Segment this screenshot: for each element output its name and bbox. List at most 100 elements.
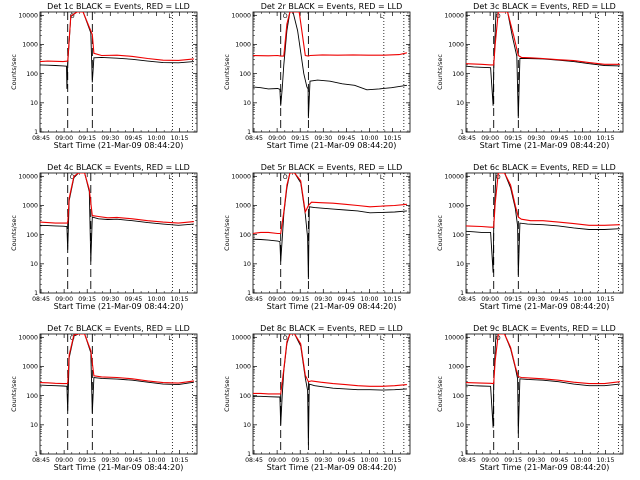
series-lld-line <box>40 173 194 224</box>
series-lld-line <box>253 334 407 395</box>
panel-det-3: Det 3c BLACK = Events, RED = LLD 1 10 100 10… <box>436 2 624 150</box>
series-lld-line <box>40 12 194 63</box>
panel-title: Det 8c BLACK = Events, RED = LLD <box>260 324 403 333</box>
marker-label-l: L <box>380 13 384 20</box>
x-tick-label: 09:45 <box>124 135 142 142</box>
y-tick-label: 1 <box>34 290 38 297</box>
x-tick-label: 09:45 <box>337 135 355 142</box>
x-tick-label: 09:30 <box>527 457 545 464</box>
plot-frame <box>39 172 198 294</box>
y-tick-label: 1000 <box>235 364 251 371</box>
x-axis-label: Start Time (21-Mar-09 08:44:20) <box>480 463 610 472</box>
x-tick-label: 09:30 <box>314 296 332 303</box>
panel-title: Det 2r BLACK = Events, RED = LLD <box>261 2 403 11</box>
y-tick-label: 10 <box>30 261 38 268</box>
y-axis-label: Counts/sec <box>223 376 231 412</box>
x-axis-label: Start Time (21-Mar-09 08:44:20) <box>480 302 610 311</box>
x-tick-label: 09:15 <box>78 296 96 303</box>
x-tick-label: 08:45 <box>245 296 263 303</box>
plot-frame <box>252 11 411 133</box>
y-tick-label: 10000 <box>231 13 251 20</box>
y-axis-label: Counts/sec <box>436 215 444 251</box>
panel-det-4: Det 4c BLACK = Events, RED = LLD 1 10 100 10… <box>10 163 198 311</box>
marker-label-l: L <box>380 174 384 181</box>
plot-frame <box>39 11 198 133</box>
x-tick-label: 09:30 <box>527 135 545 142</box>
x-tick-label: 10:00 <box>574 135 592 142</box>
x-tick-label: 09:15 <box>291 135 309 142</box>
x-tick-label: 09:15 <box>291 296 309 303</box>
marker-label-o: O <box>70 13 75 20</box>
panel-title: Det 7c BLACK = Events, RED = LLD <box>47 324 190 333</box>
series-lld-line <box>466 12 620 66</box>
x-tick-label: 09:00 <box>268 457 286 464</box>
panel-det-5: Det 5r BLACK = Events, RED = LLD 1 10 100 10… <box>223 163 411 311</box>
marker-label-l: L <box>168 13 172 20</box>
y-tick-label: 10 <box>30 100 38 107</box>
x-axis-label: Start Time (21-Mar-09 08:44:20) <box>267 141 397 150</box>
x-tick-label: 09:00 <box>55 135 73 142</box>
y-tick-label: 100 <box>239 71 251 78</box>
y-tick-label: 100 <box>26 393 38 400</box>
series-lld-line <box>253 173 407 235</box>
x-tick-label: 09:45 <box>550 296 568 303</box>
plot-frame <box>252 333 411 455</box>
y-tick-label: 1 <box>460 129 464 136</box>
y-tick-label: 10 <box>456 422 464 429</box>
x-tick-label: 10:15 <box>384 135 402 142</box>
y-tick-label: 10000 <box>444 13 464 20</box>
y-tick-label: 100 <box>26 232 38 239</box>
x-tick-label: 10:15 <box>597 457 615 464</box>
y-tick-label: 100 <box>239 232 251 239</box>
marker-label-l: L <box>168 335 172 342</box>
x-tick-label: 09:00 <box>481 457 499 464</box>
y-tick-label: 1000 <box>235 42 251 49</box>
y-tick-label: 10 <box>30 422 38 429</box>
y-tick-label: 10 <box>243 261 251 268</box>
x-tick-label: 08:45 <box>458 457 476 464</box>
x-tick-label: 09:30 <box>314 457 332 464</box>
x-tick-label: 10:00 <box>361 296 379 303</box>
series-events-line <box>40 12 194 89</box>
y-tick-label: 100 <box>452 71 464 78</box>
x-tick-label: 09:15 <box>78 135 96 142</box>
x-tick-label: 09:00 <box>481 296 499 303</box>
x-axis-label: Start Time (21-Mar-09 08:44:20) <box>267 302 397 311</box>
x-tick-label: 08:45 <box>32 135 50 142</box>
marker-label-l: L <box>380 335 384 342</box>
x-tick-label: 09:00 <box>268 135 286 142</box>
x-tick-label: 10:15 <box>384 296 402 303</box>
x-tick-label: 09:30 <box>101 135 119 142</box>
y-tick-label: 10000 <box>444 174 464 181</box>
plot-frame <box>465 333 624 455</box>
y-tick-label: 1 <box>247 451 251 458</box>
x-tick-label: 10:15 <box>171 457 189 464</box>
series-lld-line <box>40 334 194 385</box>
y-tick-label: 10000 <box>18 174 38 181</box>
y-tick-label: 10000 <box>231 335 251 342</box>
x-tick-label: 10:00 <box>361 135 379 142</box>
marker-label-l: L <box>594 335 598 342</box>
series-events-line <box>253 12 407 119</box>
y-tick-label: 10000 <box>18 13 38 20</box>
x-tick-label: 09:15 <box>291 457 309 464</box>
x-tick-label: 09:15 <box>78 457 96 464</box>
y-tick-label: 1 <box>460 451 464 458</box>
marker-label-o: O <box>283 13 288 20</box>
y-tick-label: 1000 <box>22 203 38 210</box>
series-lld-line <box>466 173 620 228</box>
panel-det-9: Det 9c BLACK = Events, RED = LLD 1 10 100 10… <box>436 324 624 472</box>
x-tick-label: 09:45 <box>337 296 355 303</box>
marker-label-o: O <box>283 174 288 181</box>
panel-title: Det 1c BLACK = Events, RED = LLD <box>47 2 190 11</box>
y-tick-label: 1 <box>34 451 38 458</box>
y-tick-label: 1 <box>247 290 251 297</box>
x-tick-label: 09:30 <box>314 135 332 142</box>
x-tick-label: 09:30 <box>527 296 545 303</box>
y-tick-label: 10000 <box>18 335 38 342</box>
y-axis-label: Counts/sec <box>223 215 231 251</box>
y-axis-label: Counts/sec <box>436 54 444 90</box>
panel-det-7: Det 7c BLACK = Events, RED = LLD 1 10 100 10… <box>10 324 198 472</box>
panel-title: Det 9c BLACK = Events, RED = LLD <box>473 324 616 333</box>
